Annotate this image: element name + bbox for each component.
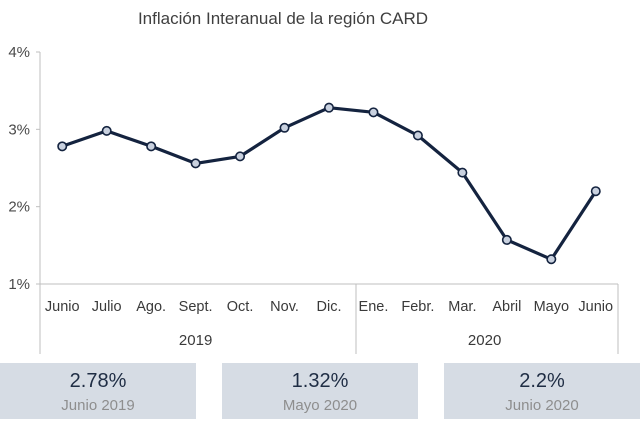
data-point (190, 158, 201, 169)
x-category-label: Nov. (270, 299, 299, 315)
data-point (546, 254, 557, 265)
stat-value: 2.78% (69, 370, 127, 392)
x-category-label: Mayo (534, 299, 569, 315)
data-point (323, 102, 334, 113)
data-point (412, 130, 423, 141)
data-point (368, 107, 379, 118)
x-category-label: Ene. (359, 299, 389, 315)
stat-card-junio-2019: 2.78% Junio 2019 (0, 363, 196, 419)
y-tick-label: 3% (8, 121, 30, 138)
x-group-label: 2019 (179, 332, 212, 349)
x-category-label: Junio (578, 299, 613, 315)
stat-card-mayo-2020: 1.32% Mayo 2020 (222, 363, 418, 419)
data-point (590, 186, 601, 197)
series-line (61, 106, 598, 261)
stat-value: 2.2% (519, 370, 565, 392)
data-point (146, 141, 157, 152)
stat-card-junio-2020: 2.2% Junio 2020 (444, 363, 640, 419)
data-point (57, 141, 68, 152)
stat-label: Junio 2019 (61, 397, 135, 414)
stat-value: 1.32% (291, 370, 349, 392)
x-category-label: Abril (492, 299, 521, 315)
x-category-label: Febr. (401, 299, 434, 315)
y-tick-label: 2% (8, 199, 30, 216)
x-category-label: Ago. (136, 299, 166, 315)
y-tick-label: 1% (8, 276, 30, 293)
chart: Inflación Interanual de la región CARD 1… (8, 9, 619, 354)
data-point (457, 167, 468, 178)
x-category-label: Sept. (179, 299, 213, 315)
y-tick-label: 4% (8, 44, 30, 61)
x-axis (39, 283, 619, 354)
chart-title: Inflación Interanual de la región CARD (138, 9, 428, 28)
x-category-label: Mar. (448, 299, 476, 315)
stat-label: Junio 2020 (505, 397, 579, 414)
x-category-label: Oct. (227, 299, 254, 315)
x-category-label: Junio (45, 299, 80, 315)
x-category-label: Dic. (317, 299, 342, 315)
data-point (101, 125, 112, 136)
x-category-label: Julio (92, 299, 122, 315)
stat-label: Mayo 2020 (282, 397, 358, 414)
data-point (279, 122, 290, 133)
data-point (235, 151, 246, 162)
data-point (501, 234, 512, 245)
x-group-label: 2020 (468, 332, 501, 349)
